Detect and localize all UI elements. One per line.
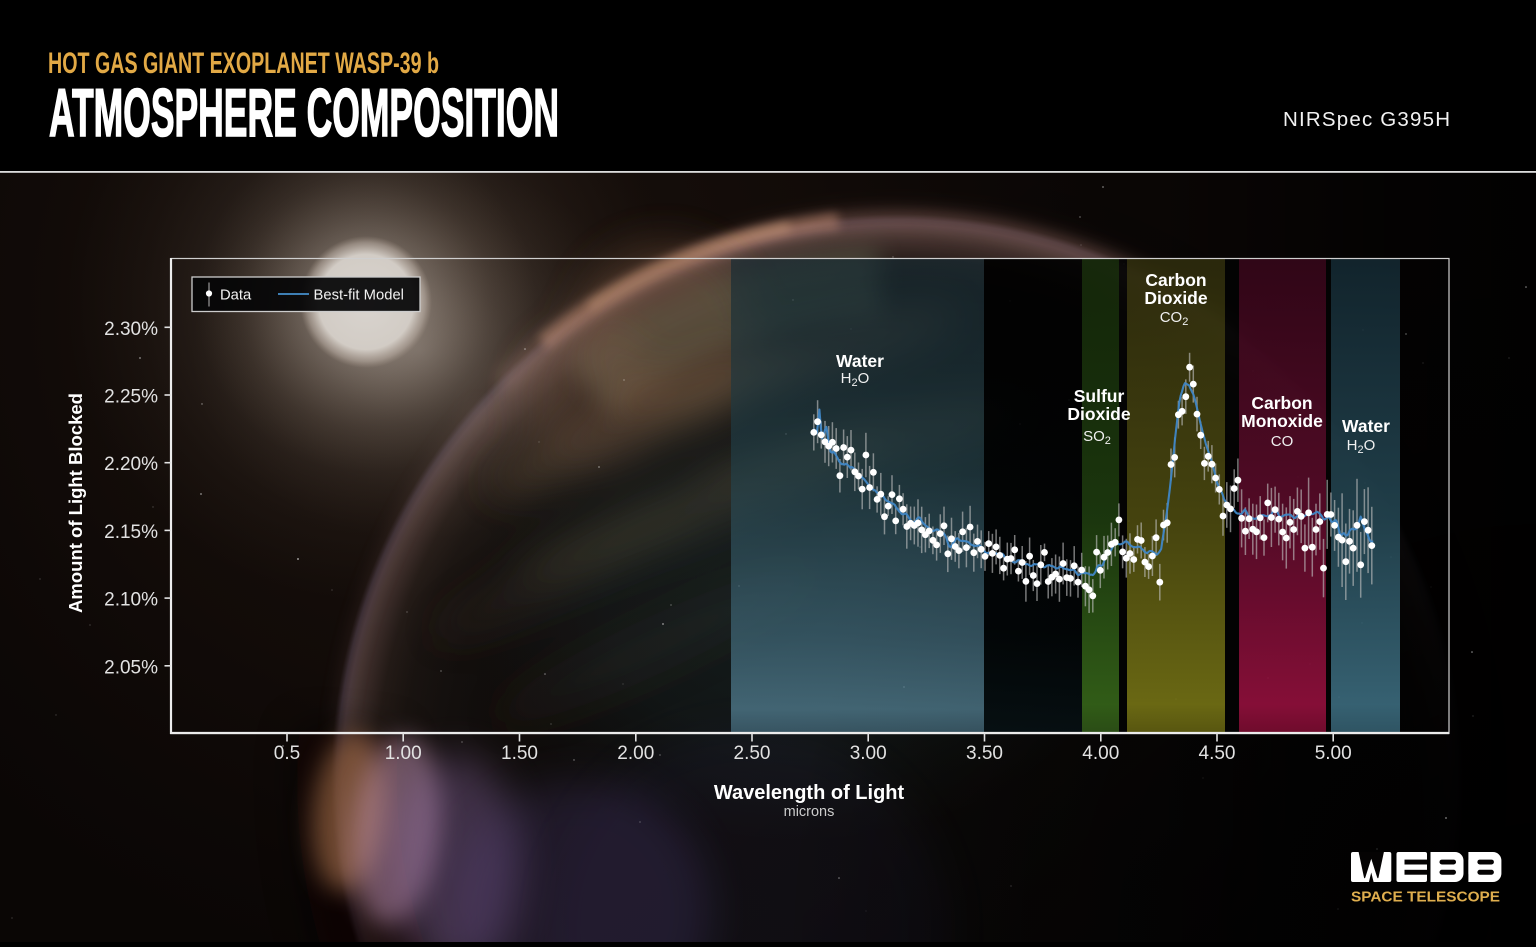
svg-text:4.00: 4.00 [1082, 743, 1119, 764]
svg-text:2.10%: 2.10% [104, 590, 158, 611]
svg-text:4.50: 4.50 [1199, 743, 1236, 764]
svg-text:Carbon: Carbon [1251, 393, 1312, 413]
svg-text:1.00: 1.00 [385, 743, 422, 764]
svg-text:2.15%: 2.15% [104, 522, 158, 543]
svg-text:SO2: SO2 [1083, 428, 1111, 447]
svg-text:3.00: 3.00 [850, 743, 887, 764]
svg-text:Carbon: Carbon [1145, 270, 1206, 290]
svg-text:microns: microns [784, 804, 835, 820]
svg-text:SPACE TELESCOPE: SPACE TELESCOPE [1351, 890, 1500, 906]
svg-text:ATMOSPHERE COMPOSITION: ATMOSPHERE COMPOSITION [49, 75, 559, 151]
svg-text:2.05%: 2.05% [104, 657, 158, 678]
svg-text:1.50: 1.50 [501, 743, 538, 764]
svg-text:CO2: CO2 [1160, 309, 1189, 328]
svg-text:Wavelength of Light: Wavelength of Light [714, 782, 905, 804]
svg-text:HOT GAS GIANT EXOPLANET WASP-3: HOT GAS GIANT EXOPLANET WASP-39 b [48, 47, 439, 80]
svg-text:Dioxide: Dioxide [1067, 404, 1130, 424]
svg-text:Water: Water [1342, 416, 1390, 436]
svg-text:NIRSpec G395H: NIRSpec G395H [1283, 108, 1450, 131]
svg-text:Amount of Light Blocked: Amount of Light Blocked [65, 393, 86, 613]
svg-text:H2O: H2O [841, 370, 870, 389]
svg-text:5.00: 5.00 [1315, 743, 1352, 764]
svg-text:3.50: 3.50 [966, 743, 1003, 764]
svg-text:2.30%: 2.30% [104, 319, 158, 340]
svg-text:Monoxide: Monoxide [1241, 411, 1323, 431]
svg-text:Water: Water [836, 351, 884, 371]
svg-text:0.5: 0.5 [274, 743, 300, 764]
svg-text:2.50: 2.50 [734, 743, 771, 764]
svg-text:H2O: H2O [1347, 437, 1376, 456]
svg-text:2.20%: 2.20% [104, 454, 158, 475]
svg-text:2.00: 2.00 [617, 743, 654, 764]
svg-text:CO: CO [1271, 433, 1294, 450]
svg-text:Sulfur: Sulfur [1074, 386, 1125, 406]
svg-text:2.25%: 2.25% [104, 387, 158, 408]
svg-text:Dioxide: Dioxide [1144, 288, 1207, 308]
svg-text:Data: Data [220, 288, 252, 304]
svg-text:Best-fit Model: Best-fit Model [314, 288, 404, 304]
